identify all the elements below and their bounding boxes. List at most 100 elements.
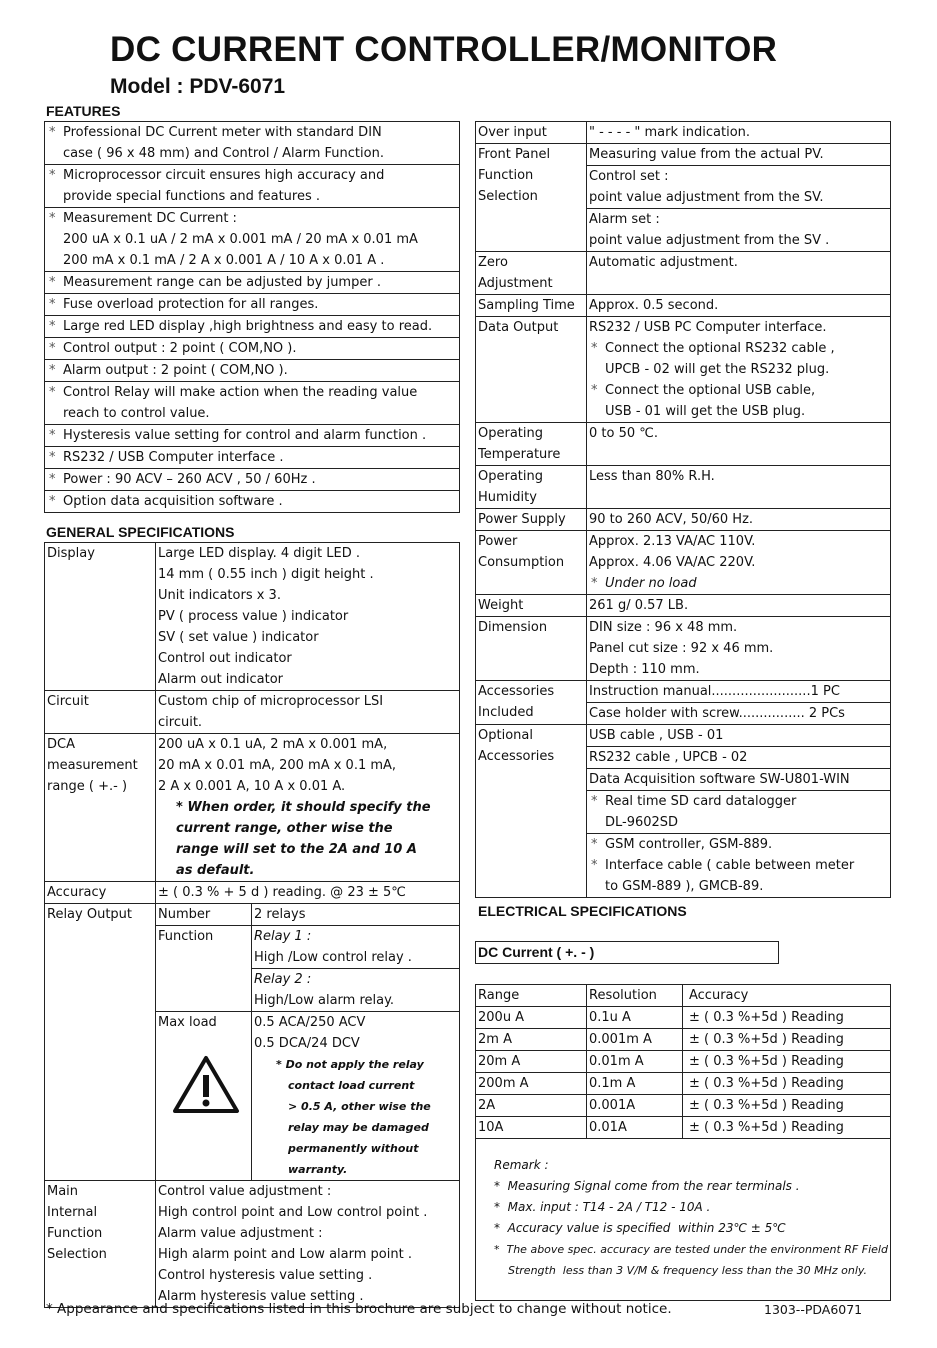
spec-line: 200 mA x 0.1 mA / 2 A x 0.001 A / 10 A x… xyxy=(63,253,385,268)
spec-value: Approx. 2.13 VA/AC 110V. Approx. 4.06 VA/… xyxy=(587,531,890,594)
spec-line: RS232 / USB Computer interface . xyxy=(47,447,459,468)
spec-label-line: Zero xyxy=(478,255,508,270)
feature-text: Power : 90 ACV – 260 ACV , 50 / 60Hz . xyxy=(45,469,459,490)
spec-value-group: Control set : point value adjustment from… xyxy=(587,166,890,209)
spec-row: Circuit Custom chip of microprocessor LSI… xyxy=(45,691,459,734)
range-row-cell: 0.01m A xyxy=(587,1051,683,1072)
spec-row: Accessories Included Instruction manual...… xyxy=(476,681,890,725)
spec-line: Interface cable ( cable between meter xyxy=(589,855,890,876)
range-header: Range Resolution Accuracy xyxy=(476,985,890,1007)
spec-row-main-internal: Main Internal Function Selection Control val… xyxy=(45,1181,459,1308)
spec-value-group: 90 to 260 ACV, 50/60 Hz. xyxy=(587,509,890,530)
spec-label-line: Main xyxy=(47,1184,79,1199)
relay-value: Relay 1 : High /Low control relay . Relay … xyxy=(252,926,459,1011)
spec-line: High control point and Low control point… xyxy=(158,1205,428,1220)
range-row-cell: 200m A xyxy=(476,1073,587,1094)
spec-label: Front Panel Function Selection xyxy=(476,144,587,251)
spec-value: Automatic adjustment. xyxy=(587,252,890,294)
spec-line: warranty. xyxy=(288,1163,348,1176)
spec-line: point value adjustment from the SV . xyxy=(589,233,830,248)
spec-value: 261 g/ 0.57 LB. xyxy=(587,595,890,616)
spec-line: Option data acquisition software . xyxy=(47,491,459,512)
spec-line: * Do not apply the relay xyxy=(276,1058,424,1071)
spec-row: Data Output RS232 / USB PC Computer inter… xyxy=(476,317,890,423)
features-heading: FEATURES xyxy=(46,103,121,119)
spec-label-line: Circuit xyxy=(47,694,89,709)
spec-label: Circuit xyxy=(45,691,156,733)
range-table: Range Resolution Accuracy 200u A 0.1u A ± ( 0… xyxy=(475,984,891,1139)
spec-value: 90 to 260 ACV, 50/60 Hz. xyxy=(587,509,890,530)
feature-text: Hysteresis value setting for control and… xyxy=(45,425,459,446)
spec-value: Instruction manual......................… xyxy=(587,681,890,724)
spec-line: Real time SD card datalogger xyxy=(589,791,890,812)
spec-line: Control out indicator xyxy=(158,651,292,666)
range-row-cell: 2m A xyxy=(476,1029,587,1050)
relay-key: Number xyxy=(156,904,252,925)
spec-label-line: Sampling Time xyxy=(478,298,575,313)
spec-value-group: Approx. 0.5 second. xyxy=(587,295,890,316)
spec-label: Main Internal Function Selection xyxy=(45,1181,156,1307)
feature-text: Professional DC Current meter with stand… xyxy=(45,122,459,164)
range-row-cell: ± ( 0.3 %+5d ) Reading xyxy=(689,1054,844,1069)
spec-line: Fuse overload protection for all ranges. xyxy=(47,294,459,315)
spec-line: circuit. xyxy=(158,715,203,730)
spec-line: " - - - - " mark indication. xyxy=(589,125,751,140)
spec-value: " - - - - " mark indication. xyxy=(587,122,890,143)
spec-row: Weight 261 g/ 0.57 LB. xyxy=(476,595,890,617)
relay-key: Function xyxy=(156,926,252,1011)
spec-label-line: Operating xyxy=(478,426,543,441)
footer-code: 1303--PDA6071 xyxy=(764,1302,863,1317)
relay-key-text: Number xyxy=(158,907,211,922)
spec-value-group: Less than 80% R.H. xyxy=(587,466,890,508)
remark-item: Strength less than 3 V/M & frequency les… xyxy=(494,1264,868,1277)
remark-title: Remark : xyxy=(494,1158,549,1172)
spec-line xyxy=(589,444,890,465)
spec-label-line: Power Supply xyxy=(478,512,566,527)
spec-value-group: DIN size : 96 x 48 mm. Panel cut size : 9… xyxy=(587,617,890,680)
warning-triangle-icon xyxy=(172,1055,251,1119)
spec-label: DCA measurement range ( +.- ) xyxy=(45,734,156,881)
spec-row: Dimension DIN size : 96 x 48 mm. Panel cut… xyxy=(476,617,890,681)
range-row: 10A 0.01A ± ( 0.3 %+5d ) Reading xyxy=(476,1117,890,1139)
spec-value: 200 uA x 0.1 uA, 2 mA x 0.001 mA, 20 mA x… xyxy=(156,734,459,881)
spec-label-line: DCA xyxy=(47,737,75,752)
spec-label-line: Front Panel xyxy=(478,147,551,162)
spec-line: Approx. 2.13 VA/AC 110V. xyxy=(589,534,756,549)
spec-line: Data Acquisition software SW-U801-WIN xyxy=(589,772,850,787)
spec-line: as default. xyxy=(176,863,255,878)
range-row-cell: 0.001A xyxy=(587,1095,683,1116)
spec-label: Sampling Time xyxy=(476,295,587,316)
spec-line: Alarm hysteresis value setting . xyxy=(158,1289,364,1304)
spec-label: Display xyxy=(45,543,156,690)
feature-text: Measurement range can be adjusted by jum… xyxy=(45,272,459,293)
spec-line: point value adjustment from the SV. xyxy=(589,190,824,205)
spec-label-line: Accessories xyxy=(478,684,555,699)
spec-line: Panel cut size : 92 x 46 mm. xyxy=(589,641,774,656)
footer-notice: * Appearance and specifications listed i… xyxy=(46,1301,672,1317)
range-row-cell: 0.1u A xyxy=(587,1007,683,1028)
feature-item: Large red LED display ,high brightness a… xyxy=(45,316,459,338)
range-row-cell: ± ( 0.3 %+5d ) Reading xyxy=(689,1032,844,1047)
spec-line: relay may be damaged xyxy=(288,1121,429,1134)
spec-line: 20 mA x 0.01 mA, 200 mA x 0.1 mA, xyxy=(158,758,397,773)
spec-value-group: Approx. 2.13 VA/AC 110V. Approx. 4.06 VA/… xyxy=(587,531,890,594)
feature-text: Option data acquisition software . xyxy=(45,491,459,512)
spec-line xyxy=(589,487,890,508)
spec-label: Operating Humidity xyxy=(476,466,587,508)
range-row-cell: 0.1m A xyxy=(587,1073,683,1094)
relay-key-text: Max load xyxy=(158,1015,217,1030)
features-table: Professional DC Current meter with stand… xyxy=(44,121,460,513)
spec-value-group: Automatic adjustment. xyxy=(587,252,890,294)
spec-value-group: 0 to 50 ℃. xyxy=(587,423,890,465)
spec-line: Control output : 2 point ( COM,NO ). xyxy=(47,338,459,359)
spec-line: 0.5 DCA/24 DCV xyxy=(254,1036,360,1051)
feature-text: Microprocessor circuit ensures high accu… xyxy=(45,165,459,207)
spec-row: Power Supply 90 to 260 ACV, 50/60 Hz. xyxy=(476,509,890,531)
spec-line: Relay 1 : xyxy=(254,929,312,944)
spec-line: 0 to 50 ℃. xyxy=(589,426,658,441)
spec-line: Alarm value adjustment : xyxy=(158,1226,323,1241)
feature-item: Measurement range can be adjusted by jum… xyxy=(45,272,459,294)
spec-line: PV ( process value ) indicator xyxy=(158,609,349,624)
spec-line: > 0.5 A, other wise the xyxy=(288,1100,431,1113)
general-specs-heading: GENERAL SPECIFICATIONS xyxy=(46,524,235,540)
